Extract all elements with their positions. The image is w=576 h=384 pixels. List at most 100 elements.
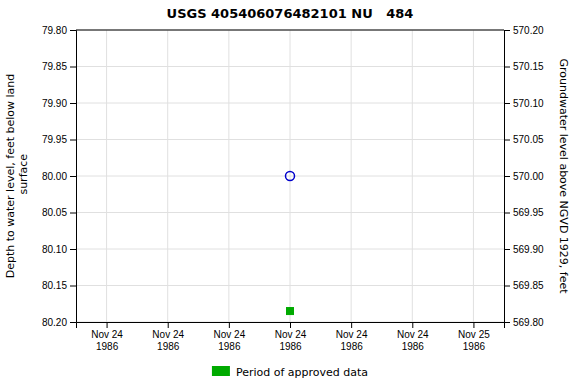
y2-tick-label: 570.15	[513, 61, 544, 72]
y-axis: 79.80 79.85 79.90 79.95 80.00 80.05 80.10 80.15…	[42, 25, 77, 328]
marks	[286, 172, 295, 315]
legend-swatch	[212, 366, 230, 376]
x-tick: Nov 241986	[397, 322, 429, 352]
legend: Period of approved data	[212, 366, 368, 379]
plot: Nov 241986 Nov 241986 Nov 241986 Nov 241986…	[42, 25, 544, 352]
y2-tick-mark	[504, 67, 510, 68]
series	[286, 172, 295, 181]
y-tick-label: 79.90	[42, 98, 67, 109]
y2-tick-label: 569.90	[513, 244, 544, 255]
y-tick-mark	[70, 67, 76, 68]
y2-tick-mark	[504, 249, 510, 250]
y-tick-mark	[70, 286, 76, 287]
x-tick-mark	[473, 322, 474, 328]
frame-top	[76, 30, 504, 31]
y2-tick-mark	[504, 322, 510, 323]
x-tick-label: Nov 241986	[91, 329, 123, 352]
point	[287, 308, 294, 315]
y-tick: 79.85	[42, 61, 76, 72]
y-tick-mark	[70, 249, 76, 250]
y2-tick: 570.20	[504, 25, 544, 36]
y2-tick-mark	[504, 286, 510, 287]
y2-tick-mark	[504, 30, 510, 31]
y-axis-title: Depth to water level, feet below land su…	[4, 74, 30, 279]
grid-line-x	[106, 30, 107, 322]
y-axis-line	[70, 31, 77, 323]
y2-tick-mark	[504, 140, 510, 141]
y2-tick: 569.95	[504, 207, 544, 218]
x-tick-mark	[412, 322, 413, 328]
y-tick: 80.20	[42, 317, 76, 328]
y2-axis: 570.20 570.15 570.10 570.05 570.00 569.95 569.…	[504, 25, 544, 328]
y2-tick-mark	[504, 103, 510, 104]
y-tick-mark	[70, 103, 76, 104]
x-tick-mark	[290, 322, 291, 328]
x-axis-line	[77, 323, 505, 329]
y2-axis-line	[505, 31, 511, 323]
y2-tick: 569.80	[504, 317, 544, 328]
x-tick-label: Nov 241986	[275, 329, 307, 352]
grid-line-x	[290, 30, 291, 322]
y-tick-label: 80.15	[42, 280, 67, 291]
grid-line-y	[76, 30, 504, 31]
grid-line-x	[473, 30, 474, 322]
x-tick-mark	[168, 322, 169, 328]
x-tick-mark	[351, 322, 352, 328]
x-tick-label: Nov 241986	[397, 329, 429, 352]
y-tick: 79.90	[42, 98, 76, 109]
x-tick: Nov 241986	[91, 322, 123, 352]
y2-axis-title: Groundwater level above NGVD 1929, feet	[557, 58, 570, 294]
y-tick-label: 80.10	[42, 244, 67, 255]
y-tick-mark	[70, 176, 76, 177]
x-tick: Nov 241986	[275, 322, 307, 352]
legend-item: Period of approved data	[212, 366, 368, 379]
y-tick: 79.95	[42, 134, 76, 145]
y-tick: 80.00	[42, 171, 76, 182]
y-tick-label: 79.80	[42, 25, 67, 36]
x-tick-label: Nov 251986	[458, 329, 490, 352]
y-tick-label: 80.05	[42, 207, 67, 218]
y2-tick: 570.10	[504, 98, 544, 109]
series	[287, 308, 294, 315]
y-tick-label: 80.20	[42, 317, 67, 328]
y-tick: 80.10	[42, 244, 76, 255]
x-tick-mark	[229, 322, 230, 328]
grid-line-x	[412, 30, 413, 322]
y-tick: 79.80	[42, 25, 76, 36]
title: USGS 405406076482101 NU 484	[167, 6, 414, 21]
y2-tick-label: 570.20	[513, 25, 544, 36]
y-tick-label: 80.00	[42, 171, 67, 182]
y2-tick-label: 570.10	[513, 98, 544, 109]
x-tick-label: Nov 241986	[336, 329, 368, 352]
y2-tick: 570.05	[504, 134, 544, 145]
y2-tick-label: 570.05	[513, 134, 544, 145]
grid-line-x	[351, 30, 352, 322]
legend-label: Period of approved data	[236, 366, 368, 379]
y-tick: 80.15	[42, 280, 76, 291]
y2-tick: 570.15	[504, 61, 544, 72]
y-tick-label: 79.85	[42, 61, 67, 72]
y-tick-mark	[70, 140, 76, 141]
y2-tick: 570.00	[504, 171, 544, 182]
y2-tick-mark	[504, 213, 510, 214]
point	[286, 172, 295, 181]
y-tick-mark	[70, 30, 76, 31]
y-tick-mark	[70, 213, 76, 214]
x-tick: Nov 241986	[214, 322, 246, 352]
grid-line-x	[167, 30, 168, 322]
y2-tick-mark	[504, 176, 510, 177]
y2-tick-label: 569.85	[513, 280, 544, 291]
x-tick-label: Nov 241986	[152, 329, 184, 352]
y-tick-mark	[70, 322, 76, 323]
y2-tick: 569.90	[504, 244, 544, 255]
y-tick: 80.05	[42, 207, 76, 218]
x-tick-mark	[107, 322, 108, 328]
y2-tick-label: 569.80	[513, 317, 544, 328]
grid-line-x	[228, 30, 229, 322]
x-axis: Nov 241986 Nov 241986 Nov 241986 Nov 241986…	[77, 322, 505, 352]
grid	[76, 30, 504, 322]
y-tick-label: 79.95	[42, 134, 67, 145]
x-tick: Nov 251986	[458, 322, 490, 352]
x-tick-label: Nov 241986	[214, 329, 246, 352]
y2-tick-label: 569.95	[513, 207, 544, 218]
